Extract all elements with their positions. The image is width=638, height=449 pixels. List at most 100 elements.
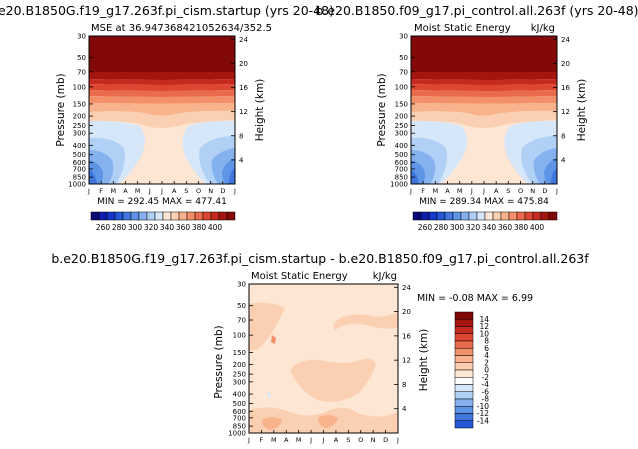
panel-3-region-g xyxy=(318,415,338,428)
panel-1: b.e20.B1850G.f19_g17.263f.pi_cism.startu… xyxy=(0,3,334,232)
panel-1-band-6 xyxy=(89,103,235,116)
pressure-tick-label: 50 xyxy=(399,54,408,62)
colorbar-swatch xyxy=(454,413,474,421)
month-tick-label: M xyxy=(111,187,117,195)
panel-2-subtitle-left: Moist Static Energy xyxy=(414,23,511,34)
pressure-tick-label: 50 xyxy=(237,302,246,310)
colorbar-label: -4 xyxy=(482,380,490,389)
pressure-tick-label: 70 xyxy=(77,68,86,76)
colorbar-label: -12 xyxy=(477,409,489,418)
pressure-tick-label: 500 xyxy=(233,400,246,408)
month-tick-label: J xyxy=(470,187,473,195)
panel-1-lobe-right-5 xyxy=(229,168,235,184)
colorbar-label: 4 xyxy=(484,351,489,360)
colorbar-label: 340 xyxy=(160,223,175,232)
colorbar-swatch xyxy=(508,211,518,221)
colorbar-swatch xyxy=(476,211,486,221)
colorbar-swatch xyxy=(540,211,550,221)
panel-2-ylabel-right: Height (km) xyxy=(576,79,588,142)
panel-2-lobe-right-5 xyxy=(551,168,557,184)
colorbar-swatch xyxy=(218,211,228,221)
month-tick-label: M xyxy=(296,436,302,444)
colorbar-swatch xyxy=(454,319,474,327)
panel-1-band-strat xyxy=(89,36,235,72)
month-tick-label: A xyxy=(284,436,289,444)
panel-2-ylabel-left: Pressure (mb) xyxy=(376,73,388,146)
colorbar-swatch xyxy=(484,211,494,221)
colorbar-swatch xyxy=(454,311,474,320)
panel-3-height-axis: 24 20 16 12 8 4 xyxy=(394,284,411,413)
height-tick-label: 24 xyxy=(561,36,570,44)
panel-1-band-7 xyxy=(89,110,235,128)
month-tick-label: J xyxy=(482,187,485,195)
colorbar-swatch xyxy=(454,420,474,429)
month-tick-label: O xyxy=(518,187,523,195)
panel-2-band-4 xyxy=(411,90,557,97)
colorbar-swatch xyxy=(454,377,474,385)
colorbar-label: -6 xyxy=(482,387,490,396)
pressure-tick-label: 150 xyxy=(395,100,408,108)
colorbar-swatch xyxy=(516,211,526,221)
colorbar-swatch xyxy=(122,211,132,221)
pressure-tick-label: 50 xyxy=(77,54,86,62)
panel-2-stats: MIN = 289.34 MAX = 475.84 xyxy=(419,197,549,207)
pressure-tick-label: 850 xyxy=(233,423,246,431)
height-tick-label: 16 xyxy=(239,84,248,92)
month-tick-label: M xyxy=(271,436,277,444)
panel-2-band-6 xyxy=(411,103,557,116)
month-tick-label: A xyxy=(494,187,499,195)
pressure-tick-label: 150 xyxy=(233,349,246,357)
pressure-tick-label: 400 xyxy=(73,142,86,150)
colorbar-swatch xyxy=(420,211,430,221)
colorbar-label: -8 xyxy=(482,395,490,404)
height-tick-label: 8 xyxy=(561,132,565,140)
colorbar-swatch xyxy=(106,211,116,221)
month-tick-label: O xyxy=(196,187,201,195)
panel-1-subtitle-left: MSE at 36.947368421052634/352.5 xyxy=(91,23,272,34)
colorbar-swatch xyxy=(492,211,502,221)
month-tick-label: M xyxy=(135,187,141,195)
colorbar-swatch xyxy=(412,211,422,221)
colorbar-swatch xyxy=(146,211,156,221)
month-tick-label: F xyxy=(99,187,103,195)
month-tick-label: A xyxy=(334,436,339,444)
colorbar-label: 8 xyxy=(484,337,489,346)
pressure-tick-label: 600 xyxy=(233,408,246,416)
panel-2-band-7 xyxy=(411,110,557,128)
pressure-tick-label: 700 xyxy=(395,165,408,173)
panel-2-title: b.e20.B1850.f09_g17.pi_control.all.263f … xyxy=(315,3,638,18)
colorbar-label: 10 xyxy=(479,329,489,338)
month-tick-label: O xyxy=(358,436,363,444)
colorbar-label: 320 xyxy=(144,223,159,232)
month-tick-label: A xyxy=(123,187,128,195)
colorbar-swatch xyxy=(460,211,470,221)
colorbar-swatch xyxy=(194,211,204,221)
colorbar-swatch xyxy=(454,326,474,334)
colorbar-label: 340 xyxy=(482,223,497,232)
month-tick-label: A xyxy=(445,187,450,195)
month-tick-label: D xyxy=(220,187,225,195)
pressure-tick-label: 300 xyxy=(73,130,86,138)
pressure-tick-label: 500 xyxy=(73,151,86,159)
colorbar-label: 14 xyxy=(479,315,489,324)
colorbar-swatch xyxy=(452,211,462,221)
colorbar-swatch xyxy=(524,211,534,221)
height-tick-label: 4 xyxy=(239,156,244,164)
panel-2-band-5 xyxy=(411,96,557,104)
pressure-tick-label: 200 xyxy=(395,113,408,121)
month-tick-label: J xyxy=(148,187,151,195)
colorbar-swatch xyxy=(154,211,164,221)
pressure-tick-label: 200 xyxy=(73,113,86,121)
colorbar-swatch xyxy=(130,211,140,221)
colorbar-label: 6 xyxy=(484,344,489,353)
pressure-tick-label: 250 xyxy=(233,371,246,379)
month-tick-label: J xyxy=(247,436,250,444)
panel-3-region-c xyxy=(333,312,398,330)
colorbar-label: 260 xyxy=(418,223,433,232)
pressure-tick-label: 700 xyxy=(73,165,86,173)
colorbar-swatch xyxy=(500,211,510,221)
month-tick-label: J xyxy=(87,187,90,195)
